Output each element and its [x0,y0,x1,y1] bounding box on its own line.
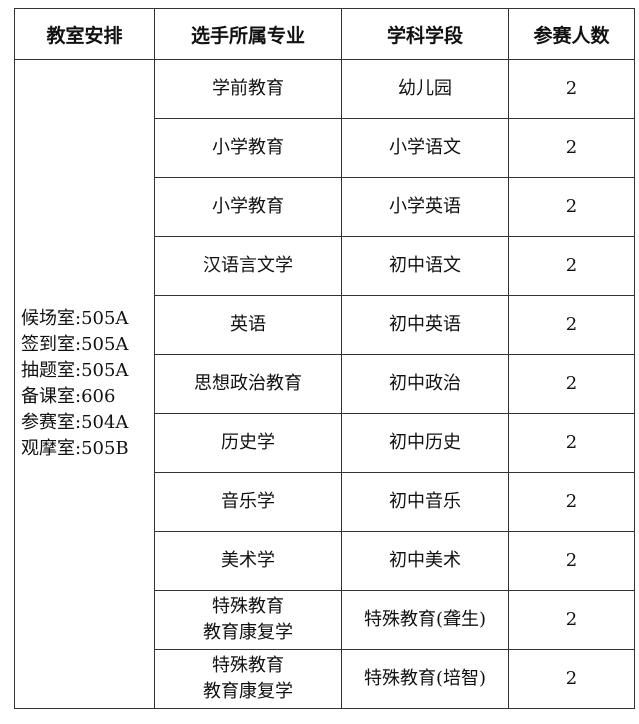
classroom-schedule-table: 教室安排 选手所属专业 学科学段 参赛人数 候场室:505A 签到室:505A 抽题… [14,8,635,709]
table-row: 音乐学 初中音乐 2 [15,472,635,532]
count-cell: 2 [508,236,635,296]
major-cell: 思想政治教育 [154,354,342,414]
stage-cell: 特殊教育(培智) [341,649,509,709]
stage-cell: 初中历史 [341,413,509,473]
count-cell: 2 [508,59,635,119]
table-row: 英语 初中英语 2 [15,295,635,355]
major-cell: 特殊教育 教育康复学 [154,590,342,650]
major-name: 小学教育 [212,196,284,217]
count-cell: 2 [508,118,635,178]
room-assignment: 备课室:606 [21,386,116,407]
header-stage: 学科学段 [341,8,509,60]
count-cell: 2 [508,649,635,709]
major-name: 英语 [230,314,266,335]
count-cell: 2 [508,472,635,532]
major-cell: 美术学 [154,531,342,591]
major-cell: 音乐学 [154,472,342,532]
header-count: 参赛人数 [508,8,635,60]
table-row: 思想政治教育 初中政治 2 [15,354,635,414]
major-cell: 特殊教育 教育康复学 [154,649,342,709]
major-name: 小学教育 [212,137,284,158]
major-cell: 汉语言文学 [154,236,342,296]
table-row: 小学教育 小学英语 2 [15,177,635,237]
major-name: 思想政治教育 [194,373,302,394]
stage-cell: 初中英语 [341,295,509,355]
count-cell: 2 [508,590,635,650]
header-major: 选手所属专业 [154,8,342,60]
table-row: 汉语言文学 初中语文 2 [15,236,635,296]
major-name: 汉语言文学 [203,255,293,276]
stage-cell: 小学英语 [341,177,509,237]
major-cell: 学前教育 [154,59,342,119]
header-row: 教室安排 选手所属专业 学科学段 参赛人数 [14,8,635,60]
stage-cell: 初中音乐 [341,472,509,532]
count-cell: 2 [508,177,635,237]
stage-cell: 特殊教育(聋生) [341,590,509,650]
table-row: 特殊教育 教育康复学 特殊教育(培智) 2 [15,649,635,709]
room-assignment: 观摩室:505B [21,438,129,459]
major-cell: 英语 [154,295,342,355]
count-cell: 2 [508,531,635,591]
stage-cell: 初中美术 [341,531,509,591]
stage-cell: 幼儿园 [341,59,509,119]
stage-cell: 小学语文 [341,118,509,178]
major-name: 美术学 [221,550,275,571]
major-name: 学前教育 [212,78,284,99]
stage-cell: 初中政治 [341,354,509,414]
stage-cell: 初中语文 [341,236,509,296]
major-cell: 小学教育 [154,177,342,237]
count-cell: 2 [508,295,635,355]
room-assignment: 候场室:505A [21,308,129,329]
room-assignment: 签到室:505A [21,334,129,355]
major-name: 教育康复学 [203,622,293,643]
count-cell: 2 [508,354,635,414]
major-name: 特殊教育 [212,596,284,617]
major-name: 音乐学 [221,491,275,512]
major-name: 教育康复学 [203,681,293,702]
major-cell: 小学教育 [154,118,342,178]
room-assignment: 参赛室:504A [21,412,129,433]
room-assignments-cell: 候场室:505A 签到室:505A 抽题室:505A 备课室:606 参赛室:504A 观… [14,59,155,709]
major-name: 历史学 [221,432,275,453]
room-assignment: 抽题室:505A [21,360,129,381]
major-name: 特殊教育 [212,655,284,676]
count-cell: 2 [508,413,635,473]
major-cell: 历史学 [154,413,342,473]
table-row: 小学教育 小学语文 2 [15,118,635,178]
table-row: 候场室:505A 签到室:505A 抽题室:505A 备课室:606 参赛室:504A 观… [14,59,635,709]
header-classroom: 教室安排 [14,8,155,60]
